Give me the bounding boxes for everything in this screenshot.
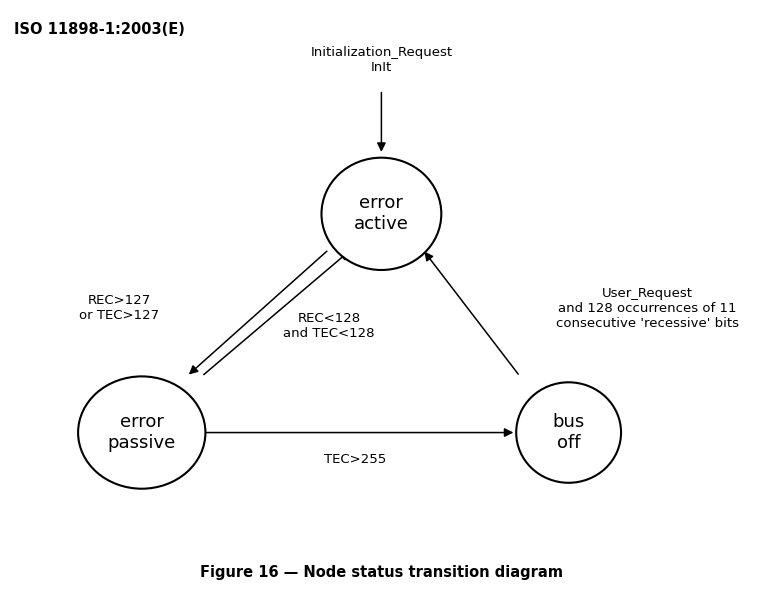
Text: REC>127
or TEC>127: REC>127 or TEC>127 [79,295,159,322]
Text: ISO 11898-1:2003(E): ISO 11898-1:2003(E) [15,22,185,37]
Ellipse shape [322,158,442,270]
Text: bus
off: bus off [552,413,584,452]
Text: Initialization_Request
InIt: Initialization_Request InIt [310,46,452,74]
Text: error
passive: error passive [108,413,176,452]
Ellipse shape [78,376,205,489]
Text: TEC>255: TEC>255 [324,453,386,466]
Text: Figure 16 — Node status transition diagram: Figure 16 — Node status transition diagr… [200,565,563,580]
Text: error
active: error active [354,194,409,234]
Text: REC<128
and TEC<128: REC<128 and TEC<128 [283,312,375,340]
Text: User_Request
and 128 occurrences of 11
consecutive 'recessive' bits: User_Request and 128 occurrences of 11 c… [556,287,739,330]
Ellipse shape [516,382,621,483]
